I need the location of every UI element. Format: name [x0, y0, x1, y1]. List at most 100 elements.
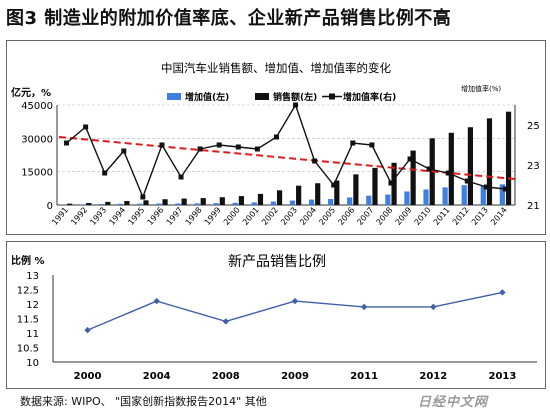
- chart-new-product-sales: 新产品销售比例 比例 % 13 12.5 12 11.5 11 10.5 10 2000 2004 2…: [11, 254, 537, 382]
- x-tick-label: 1991: [50, 206, 70, 227]
- left-tick-label: 30000: [21, 134, 53, 145]
- rate-marker: [273, 134, 279, 140]
- x-tick-label: 2008: [212, 371, 240, 382]
- rate-marker: [407, 156, 413, 162]
- legend-marker: [329, 93, 335, 100]
- left-tick-label: 0: [47, 201, 53, 212]
- bar-sales: [143, 200, 149, 205]
- x-tick-label: 2014: [489, 206, 509, 227]
- bar-sales: [334, 180, 340, 205]
- x-tick-label: 1993: [88, 206, 108, 227]
- bar-value-added: [328, 199, 334, 205]
- x-tick-label: 1997: [165, 206, 185, 227]
- bar-sales: [353, 174, 359, 205]
- bar-value-added: [423, 189, 429, 205]
- bar-sales: [448, 132, 454, 205]
- rate-marker: [102, 170, 108, 176]
- y-tick-label: 10: [26, 358, 39, 369]
- chart-panel-new-product-sales: 新产品销售比例 比例 % 13 12.5 12 11.5 11 10.5 10 2000 2004 2…: [6, 241, 546, 389]
- ratio-marker: [499, 289, 506, 296]
- bar-sales: [124, 201, 130, 205]
- rate-marker: [369, 142, 375, 148]
- bar-sales: [67, 203, 73, 205]
- legend-label: 销售额(左): [273, 91, 317, 103]
- y-tick-label: 11.5: [17, 315, 39, 326]
- legend-label: 增加值率(右): [343, 91, 396, 103]
- x-tick-label: 2004: [298, 206, 318, 227]
- x-tick-label: 1996: [146, 206, 166, 227]
- x-tick-label: 2002: [260, 206, 280, 227]
- bar-value-added: [366, 195, 372, 205]
- x-tick-label: 2009: [394, 206, 414, 227]
- bar-value-added: [308, 199, 315, 205]
- bar-sales: [219, 197, 225, 205]
- bar-sales: [181, 198, 187, 205]
- x-tick-label: 1994: [107, 206, 127, 227]
- bar-value-added: [347, 197, 353, 205]
- rate-marker: [178, 174, 184, 180]
- rate-marker: [426, 166, 432, 172]
- y-tick-label: 10.5: [17, 344, 39, 355]
- bar-sales: [162, 199, 168, 205]
- x-tick-label: 2011: [432, 206, 452, 227]
- rate-marker: [312, 158, 318, 164]
- chart-title: 中国汽车业销售额、增加值、增加值率的变化: [161, 61, 391, 75]
- x-tick-label: 2010: [413, 206, 433, 227]
- y-tick-label: 13: [26, 271, 39, 282]
- bar-value-added: [404, 191, 410, 205]
- bar-value-added: [270, 201, 276, 205]
- rate-marker: [445, 170, 451, 176]
- x-tick-label: 2005: [317, 206, 337, 227]
- x-tick-label: 2012: [419, 371, 447, 382]
- bar-value-added: [137, 203, 143, 205]
- bar-sales: [372, 167, 378, 205]
- x-tick-label: 2011: [350, 371, 378, 382]
- x-tick-label: 2000: [222, 206, 242, 227]
- bar-sales: [486, 118, 493, 205]
- x-tick-label: 1999: [203, 206, 223, 227]
- bar-value-added: [175, 203, 181, 205]
- bar-sales: [391, 162, 397, 205]
- source-note: 数据来源: WIPO、 "国家创新指数报告2014" 其他: [20, 395, 267, 408]
- rate-marker: [197, 146, 203, 152]
- rate-marker: [293, 102, 299, 108]
- x-tick-label: 2004: [143, 371, 171, 382]
- publisher-logo: 日经中文网: [418, 395, 489, 410]
- x-tick-label: 1995: [126, 206, 146, 227]
- x-tick-label: 1998: [184, 206, 204, 227]
- rate-marker: [121, 148, 127, 154]
- x-tick-label: 2013: [489, 371, 517, 382]
- rate-marker: [502, 186, 508, 192]
- rate-marker: [254, 146, 260, 152]
- bar-sales: [86, 203, 92, 205]
- bar-value-added: [99, 204, 105, 205]
- ratio-marker: [222, 318, 230, 325]
- x-tick-label: 2006: [336, 206, 356, 227]
- rate-line: [66, 103, 506, 199]
- y-tick-label: 12.5: [17, 286, 39, 297]
- legend-label: 增加值(左): [185, 91, 229, 103]
- y-tick-label: 11: [26, 329, 39, 340]
- ratio-marker: [291, 297, 299, 305]
- bar-sales: [505, 111, 512, 205]
- bar-value-added: [251, 202, 257, 205]
- bar-value-added: [194, 203, 200, 205]
- legend-swatch: [167, 93, 181, 100]
- bar-sales: [410, 150, 416, 205]
- bar-sales: [105, 201, 111, 205]
- chart-title: 新产品销售比例: [228, 254, 326, 270]
- bar-sales: [315, 183, 321, 205]
- x-tick-label: 2009: [281, 371, 309, 382]
- rate-marker: [216, 142, 222, 148]
- bar-value-added: [442, 187, 448, 205]
- bar-value-added: [480, 185, 486, 205]
- rate-marker: [483, 184, 489, 190]
- x-tick-label: 2012: [451, 206, 471, 227]
- bar-value-added: [156, 203, 162, 205]
- chart-panel-auto-sales: 中国汽车业销售额、增加值、增加值率的变化 亿元，% 增加值率(%) 增加值(左) 销售额…: [6, 40, 546, 235]
- x-tick-label: 2007: [355, 206, 375, 227]
- right-tick-label: 21: [527, 201, 540, 212]
- bar-sales: [276, 190, 283, 205]
- left-tick-label: 45000: [21, 101, 53, 112]
